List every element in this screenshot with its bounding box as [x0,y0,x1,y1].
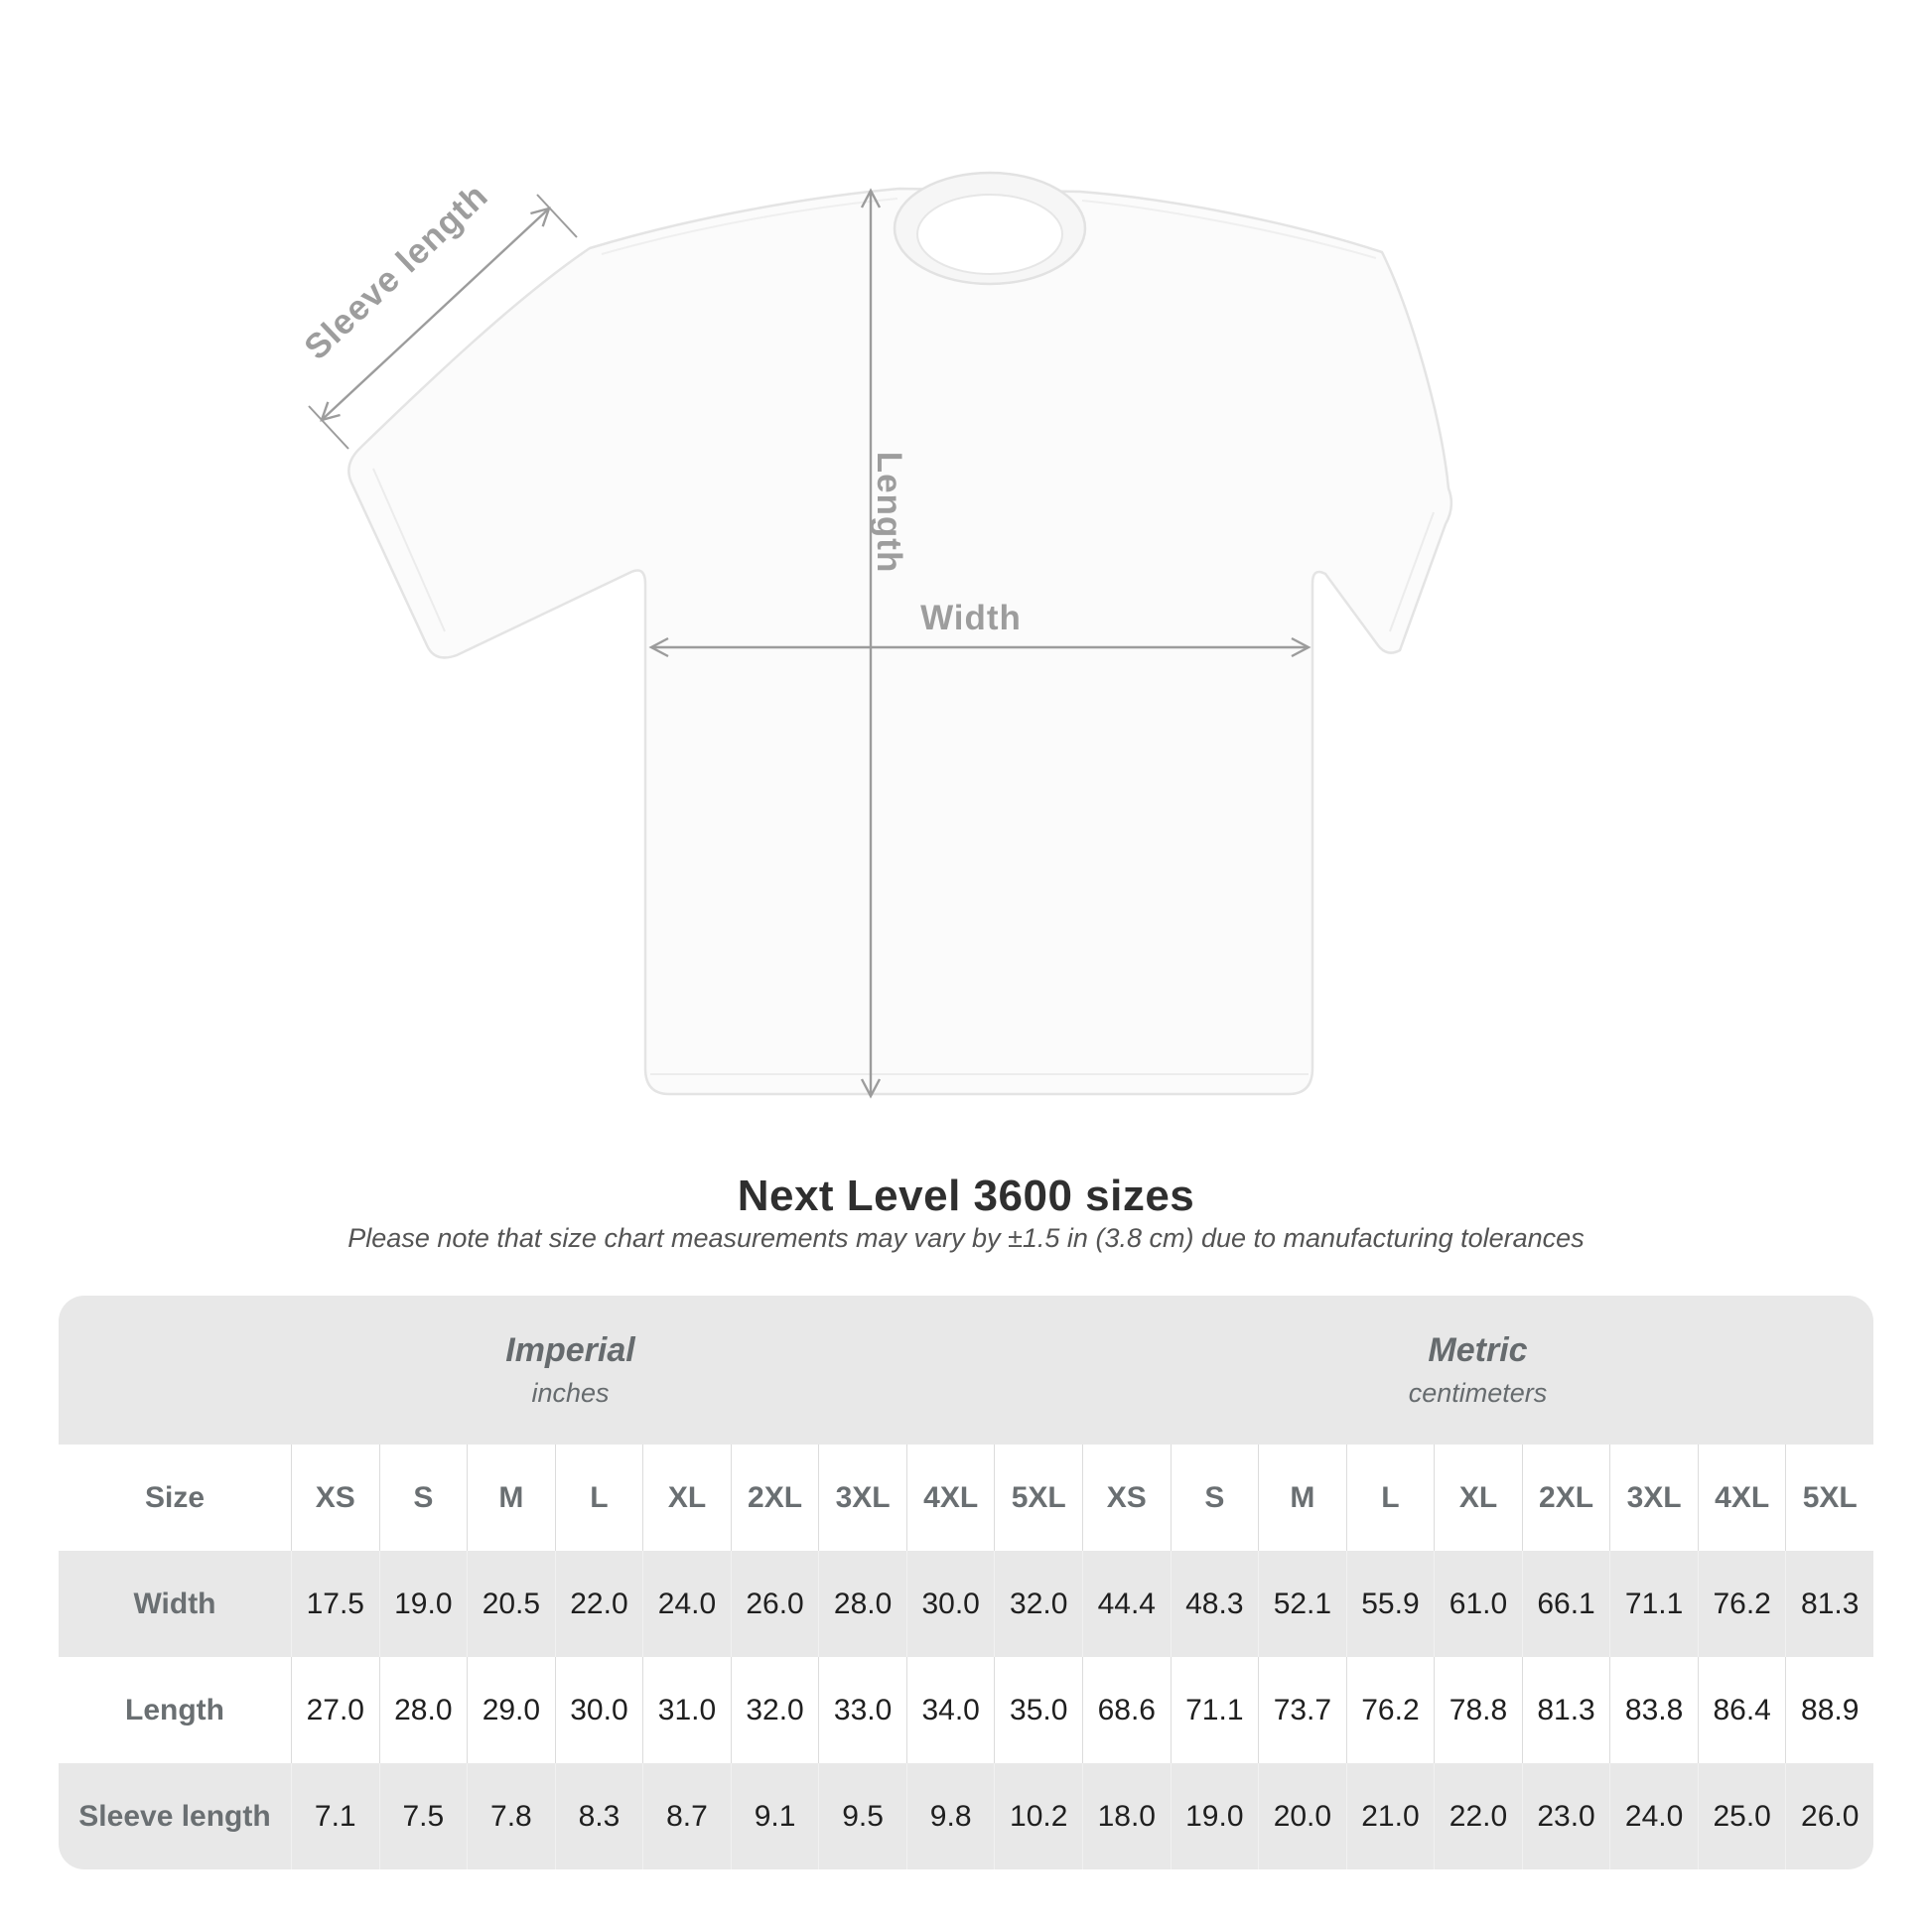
measurement-cell: 9.8 [905,1763,995,1869]
measurement-cell: 20.5 [467,1551,555,1657]
length-dimension-label: Length [870,452,908,574]
measurement-cell: 71.1 [1609,1551,1698,1657]
measurement-cell: 30.0 [554,1657,643,1763]
measurement-cell: 31.0 [642,1657,731,1763]
size-header-3xl: 3XL [818,1445,906,1551]
measurement-cell: 30.0 [905,1551,995,1657]
size-column-header: Size [59,1445,291,1551]
measurement-cell: 81.3 [1521,1657,1610,1763]
measurement-cell: 68.6 [1082,1657,1171,1763]
measurement-cell: 22.0 [554,1551,643,1657]
left-cuff-seam [372,468,446,632]
measurement-cell: 9.1 [730,1763,819,1869]
measurement-cell: 7.1 [291,1763,379,1869]
measurement-cell: 22.0 [1434,1763,1522,1869]
measurement-cell: 86.4 [1697,1657,1786,1763]
size-header-4xl: 4XL [905,1445,995,1551]
size-header-m: M [1258,1445,1346,1551]
right-shoulder-seam [1081,200,1377,259]
size-header-s: S [1170,1445,1259,1551]
size-header-3xl: 3XL [1609,1445,1698,1551]
width-dimension-label: Width [920,599,1022,637]
measurement-cell: 61.0 [1434,1551,1522,1657]
measurement-cell: 33.0 [818,1657,906,1763]
page-title: Next Level 3600 sizes [737,1172,1195,1220]
measurement-cell: 73.7 [1258,1657,1346,1763]
measurement-cell: 23.0 [1521,1763,1610,1869]
measurement-cell: 34.0 [905,1657,995,1763]
unit-group-header-metric: Metric centimeters [1082,1296,1873,1445]
measurement-cell: 52.1 [1258,1551,1346,1657]
size-header-5xl: 5XL [1785,1445,1873,1551]
size-header-2xl: 2XL [1521,1445,1610,1551]
row-label-width: Width [59,1551,291,1657]
sleeve-witness-tick-bottom [308,405,349,450]
tolerance-note: Please note that size chart measurements… [347,1223,1585,1253]
size-header-2xl: 2XL [730,1445,819,1551]
measurement-cell: 28.0 [818,1551,906,1657]
size-header-4xl: 4XL [1697,1445,1786,1551]
measurement-cell: 71.1 [1170,1657,1259,1763]
measurement-cell: 26.0 [730,1551,819,1657]
measurement-cell: 32.0 [730,1657,819,1763]
measurement-cell: 83.8 [1609,1657,1698,1763]
measurement-cell: 29.0 [467,1657,555,1763]
measurement-cell: 10.2 [994,1763,1082,1869]
measurement-cell: 76.2 [1697,1551,1786,1657]
size-table-panel: Imperial inches Metric centimeters Size XS S M L… [59,1296,1873,1869]
measurement-cell: 8.7 [642,1763,731,1869]
collar-inner [916,194,1063,275]
measurement-cell: 81.3 [1785,1551,1873,1657]
measurement-cell: 7.5 [378,1763,468,1869]
unit-group-unit: inches [531,1378,610,1408]
measurement-cell: 19.0 [1170,1763,1259,1869]
measurement-cell: 18.0 [1082,1763,1171,1869]
measurement-cell: 35.0 [994,1657,1082,1763]
sleeve-length-dimension-label: Sleeve length [297,176,495,367]
measurement-cell: 32.0 [994,1551,1082,1657]
measurement-cell: 20.0 [1258,1763,1346,1869]
size-header-xl: XL [1434,1445,1522,1551]
measurement-cell: 76.2 [1345,1657,1435,1763]
measurement-cell: 24.0 [1609,1763,1698,1869]
measurement-cell: 26.0 [1785,1763,1873,1869]
measurement-cell: 27.0 [291,1657,379,1763]
tshirt-graphic [347,171,1453,1096]
size-header-s: S [378,1445,468,1551]
unit-group-name: Imperial [505,1331,635,1369]
measurement-cell: 66.1 [1521,1551,1610,1657]
unit-group-unit: centimeters [1408,1378,1548,1408]
right-cuff-seam [1389,511,1435,632]
unit-group-name: Metric [1428,1331,1528,1369]
size-header-xs: XS [291,1445,379,1551]
unit-group-header-imperial: Imperial inches [59,1296,1082,1445]
tshirt-size-diagram: Width Length Sleeve length [297,171,1453,1099]
sleeve-witness-tick-top [536,194,578,238]
measurement-cell: 28.0 [378,1657,468,1763]
measurement-cell: 19.0 [378,1551,468,1657]
measurement-cell: 55.9 [1345,1551,1435,1657]
measurement-cell: 44.4 [1082,1551,1171,1657]
size-header-5xl: 5XL [994,1445,1082,1551]
size-header-l: L [554,1445,643,1551]
size-header-xl: XL [642,1445,731,1551]
measurement-cell: 25.0 [1697,1763,1786,1869]
measurement-cell: 9.5 [818,1763,906,1869]
measurement-cell: 21.0 [1345,1763,1435,1869]
measurement-cell: 17.5 [291,1551,379,1657]
measurement-cell: 24.0 [642,1551,731,1657]
row-label-sleeve-length: Sleeve length [59,1763,291,1869]
measurement-cell: 48.3 [1170,1551,1259,1657]
size-header-m: M [467,1445,555,1551]
measurement-cell: 88.9 [1785,1657,1873,1763]
row-label-length: Length [59,1657,291,1763]
size-header-xs: XS [1082,1445,1171,1551]
measurement-cell: 78.8 [1434,1657,1522,1763]
sleeve-length-arrow [320,207,551,422]
size-table: Imperial inches Metric centimeters Size XS S M L… [59,1296,1873,1869]
measurement-cell: 7.8 [467,1763,555,1869]
size-header-l: L [1345,1445,1435,1551]
measurement-cell: 8.3 [554,1763,643,1869]
